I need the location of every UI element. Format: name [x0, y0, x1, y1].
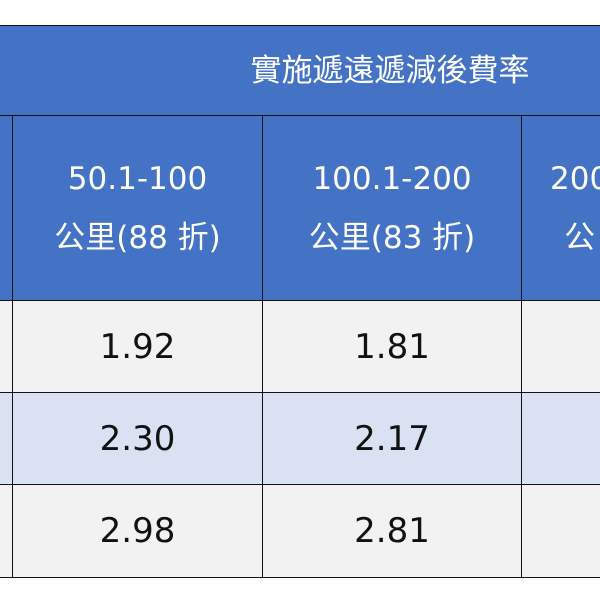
value-cell: 2.17	[262, 392, 522, 486]
column-header: 200 公	[521, 115, 600, 302]
value-cell: 2.98	[12, 484, 263, 578]
value-cell: 2.30	[12, 392, 263, 486]
row-cell	[521, 392, 600, 486]
value-cell: 1.92	[12, 300, 263, 394]
value-cell: 2.81	[262, 484, 522, 578]
header-text: 100.1-200 公里(83 折)	[309, 150, 476, 268]
header-text: 200 公	[550, 150, 600, 268]
header-line: 公里(83 折)	[308, 219, 476, 256]
header-line: 公	[564, 219, 596, 256]
column-header: 100.1-200 公里(83 折)	[262, 115, 522, 302]
value-cell: 1.81	[262, 300, 522, 394]
header-line: 公里(88 折)	[54, 219, 221, 256]
row-cell	[521, 484, 600, 578]
header-line: 200	[550, 160, 600, 197]
row-cell	[521, 300, 600, 394]
header-line: 50.1-100	[67, 160, 208, 197]
column-header: 50.1-100 公里(88 折)	[12, 115, 263, 302]
header-text: 50.1-100 公里(88 折)	[54, 150, 221, 268]
table-title: 實施遞遠遞減後費率	[0, 25, 600, 117]
header-line: 100.1-200	[312, 160, 472, 197]
